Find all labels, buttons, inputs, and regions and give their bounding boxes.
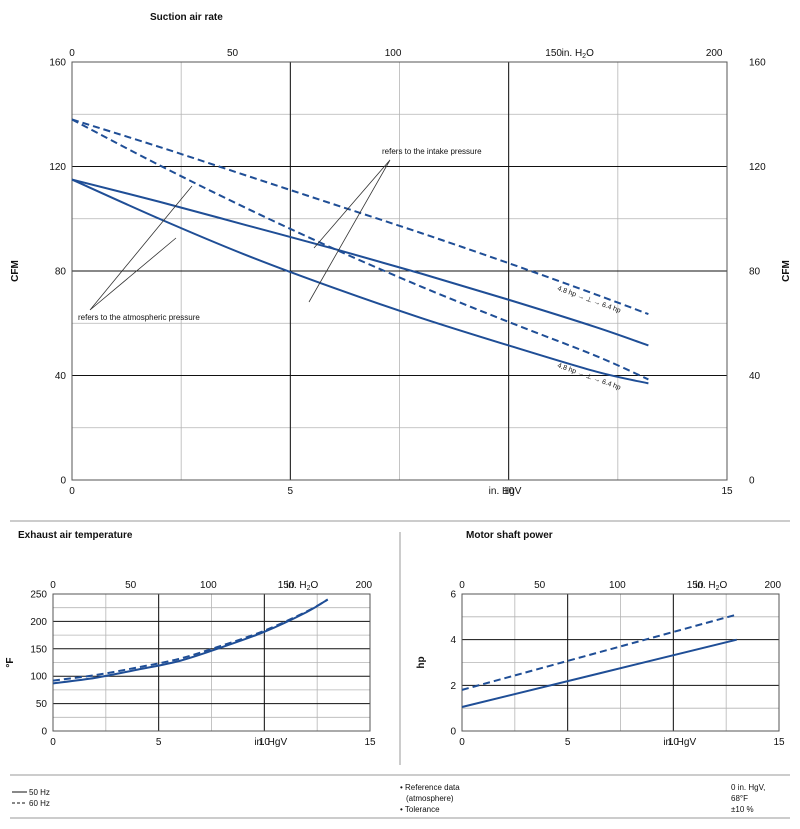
- series-line-dashed: [52, 598, 329, 682]
- y-right-tick-label: 160: [749, 58, 766, 69]
- y-right-tick-label: 120: [749, 162, 766, 173]
- annotation-atmospheric-leader: [89, 185, 193, 311]
- note-reference-data: • Reference data: [400, 783, 460, 792]
- temperature-chart-title: Exhaust air temperature: [18, 530, 133, 541]
- plot-frame: [71, 61, 728, 481]
- series-line-solid: [461, 638, 737, 708]
- x-top-unit-label: in. H2O: [562, 48, 594, 60]
- annotation-intake-leader: [308, 159, 391, 303]
- suction-chart-title: Suction air rate: [150, 12, 223, 23]
- plot-frame: [461, 593, 780, 732]
- plot-frame: [52, 593, 371, 732]
- y-tick-label: 200: [30, 617, 47, 628]
- y-axis-label: °F: [5, 657, 16, 667]
- x-bottom-tick-label: 15: [773, 737, 785, 748]
- x-top-tick-label: 150: [545, 48, 562, 59]
- legend-50hz-label: 50 Hz: [29, 788, 50, 797]
- x-top-tick-label: 0: [69, 48, 75, 59]
- x-bottom-tick-label: 15: [364, 737, 376, 748]
- value-temperature: 68°F: [731, 794, 748, 803]
- y-right-tick-label: 0: [749, 476, 755, 487]
- note-atmosphere: (atmosphere): [406, 794, 454, 803]
- x-top-tick-label: 200: [355, 580, 372, 591]
- x-top-tick-label: 200: [764, 580, 781, 591]
- legend-60hz-label: 60 Hz: [29, 799, 50, 808]
- y-tick-label: 250: [30, 590, 47, 601]
- y-tick-label: 2: [450, 681, 456, 692]
- y-tick-label: 120: [49, 162, 66, 173]
- y-right-tick-label: 80: [749, 267, 761, 278]
- series-line-dashed: [71, 118, 649, 381]
- y-tick-label: 50: [36, 699, 48, 710]
- series-line-solid: [71, 178, 649, 347]
- series-line-solid: [52, 598, 329, 685]
- annotation-power-label-upper: 4.8 hp → ⊥ → 6.4 hp: [556, 285, 621, 314]
- y-tick-label: 0: [60, 476, 66, 487]
- footer-notes: • Reference data (atmosphere) • Toleranc…: [400, 783, 460, 814]
- x-top-tick-label: 150: [687, 580, 704, 591]
- series-line-dashed: [461, 613, 737, 691]
- x-bottom-tick-label: 5: [288, 486, 294, 497]
- x-bottom-tick-label: 0: [69, 486, 75, 497]
- footer-legend: 50 Hz 60 Hz: [12, 788, 50, 808]
- x-bottom-tick-label: 0: [50, 737, 56, 748]
- y-tick-label: 6: [450, 590, 456, 601]
- y-tick-label: 80: [55, 267, 67, 278]
- y-tick-label: 0: [41, 727, 47, 738]
- y-tick-label: 40: [55, 371, 67, 382]
- y-tick-label: 100: [30, 672, 47, 683]
- y-tick-label: 150: [30, 644, 47, 655]
- temperature-chart: 0 5 10 15 in. HgV 0 50 100 150 200 in. H2O 0 50 100 15…: [5, 580, 376, 748]
- x-bottom-tick-label: 10: [668, 737, 680, 748]
- y-right-axis-label: CFM: [781, 260, 792, 282]
- y-tick-label: 4: [450, 635, 456, 646]
- power-chart: 0 5 10 15 in. HgV 0 50 100 150 200 in. H2O 0 2 4 6 hp: [416, 580, 785, 748]
- value-tolerance: ±10 %: [731, 805, 754, 814]
- x-bottom-tick-label: 15: [721, 486, 733, 497]
- x-bottom-unit-label: in. HgV: [489, 486, 522, 497]
- x-top-tick-label: 50: [227, 48, 239, 59]
- power-chart-title: Motor shaft power: [466, 530, 553, 541]
- x-top-tick-label: 50: [125, 580, 137, 591]
- x-top-unit-label: in. H2O: [286, 580, 318, 592]
- x-bottom-tick-label: 5: [565, 737, 571, 748]
- y-right-tick-label: 40: [749, 371, 761, 382]
- note-tolerance: • Tolerance: [400, 805, 440, 814]
- x-bottom-tick-label: 5: [156, 737, 162, 748]
- x-top-tick-label: 0: [459, 580, 465, 591]
- x-bottom-unit-label: in. HgV: [663, 737, 696, 748]
- y-tick-label: 0: [450, 727, 456, 738]
- footer-values: 0 in. HgV, 68°F ±10 %: [731, 783, 765, 814]
- value-reference: 0 in. HgV,: [731, 783, 765, 792]
- series-line-dashed: [71, 118, 649, 316]
- x-bottom-tick-label: 10: [503, 486, 515, 497]
- y-axis-label: hp: [416, 656, 427, 668]
- x-bottom-tick-label: 10: [259, 737, 271, 748]
- series-line-solid: [71, 178, 649, 385]
- x-top-tick-label: 150: [278, 580, 295, 591]
- x-bottom-tick-label: 0: [459, 737, 465, 748]
- x-top-tick-label: 0: [50, 580, 56, 591]
- x-top-tick-label: 100: [609, 580, 626, 591]
- x-top-tick-label: 50: [534, 580, 546, 591]
- y-axis-label: CFM: [10, 260, 21, 282]
- x-bottom-unit-label: in. HgV: [254, 737, 287, 748]
- x-top-tick-label: 100: [385, 48, 402, 59]
- y-tick-label: 160: [49, 58, 66, 69]
- x-top-unit-label: in. H2O: [695, 580, 727, 592]
- annotation-intake-pressure: refers to the intake pressure: [382, 147, 482, 156]
- annotation-power-label-lower: 4.8 hp → ⊥ → 6.4 hp: [556, 362, 621, 391]
- x-top-tick-label: 100: [200, 580, 217, 591]
- x-top-tick-label: 200: [706, 48, 723, 59]
- annotation-atmospheric-pressure: refers to the atmospheric pressure: [78, 313, 200, 322]
